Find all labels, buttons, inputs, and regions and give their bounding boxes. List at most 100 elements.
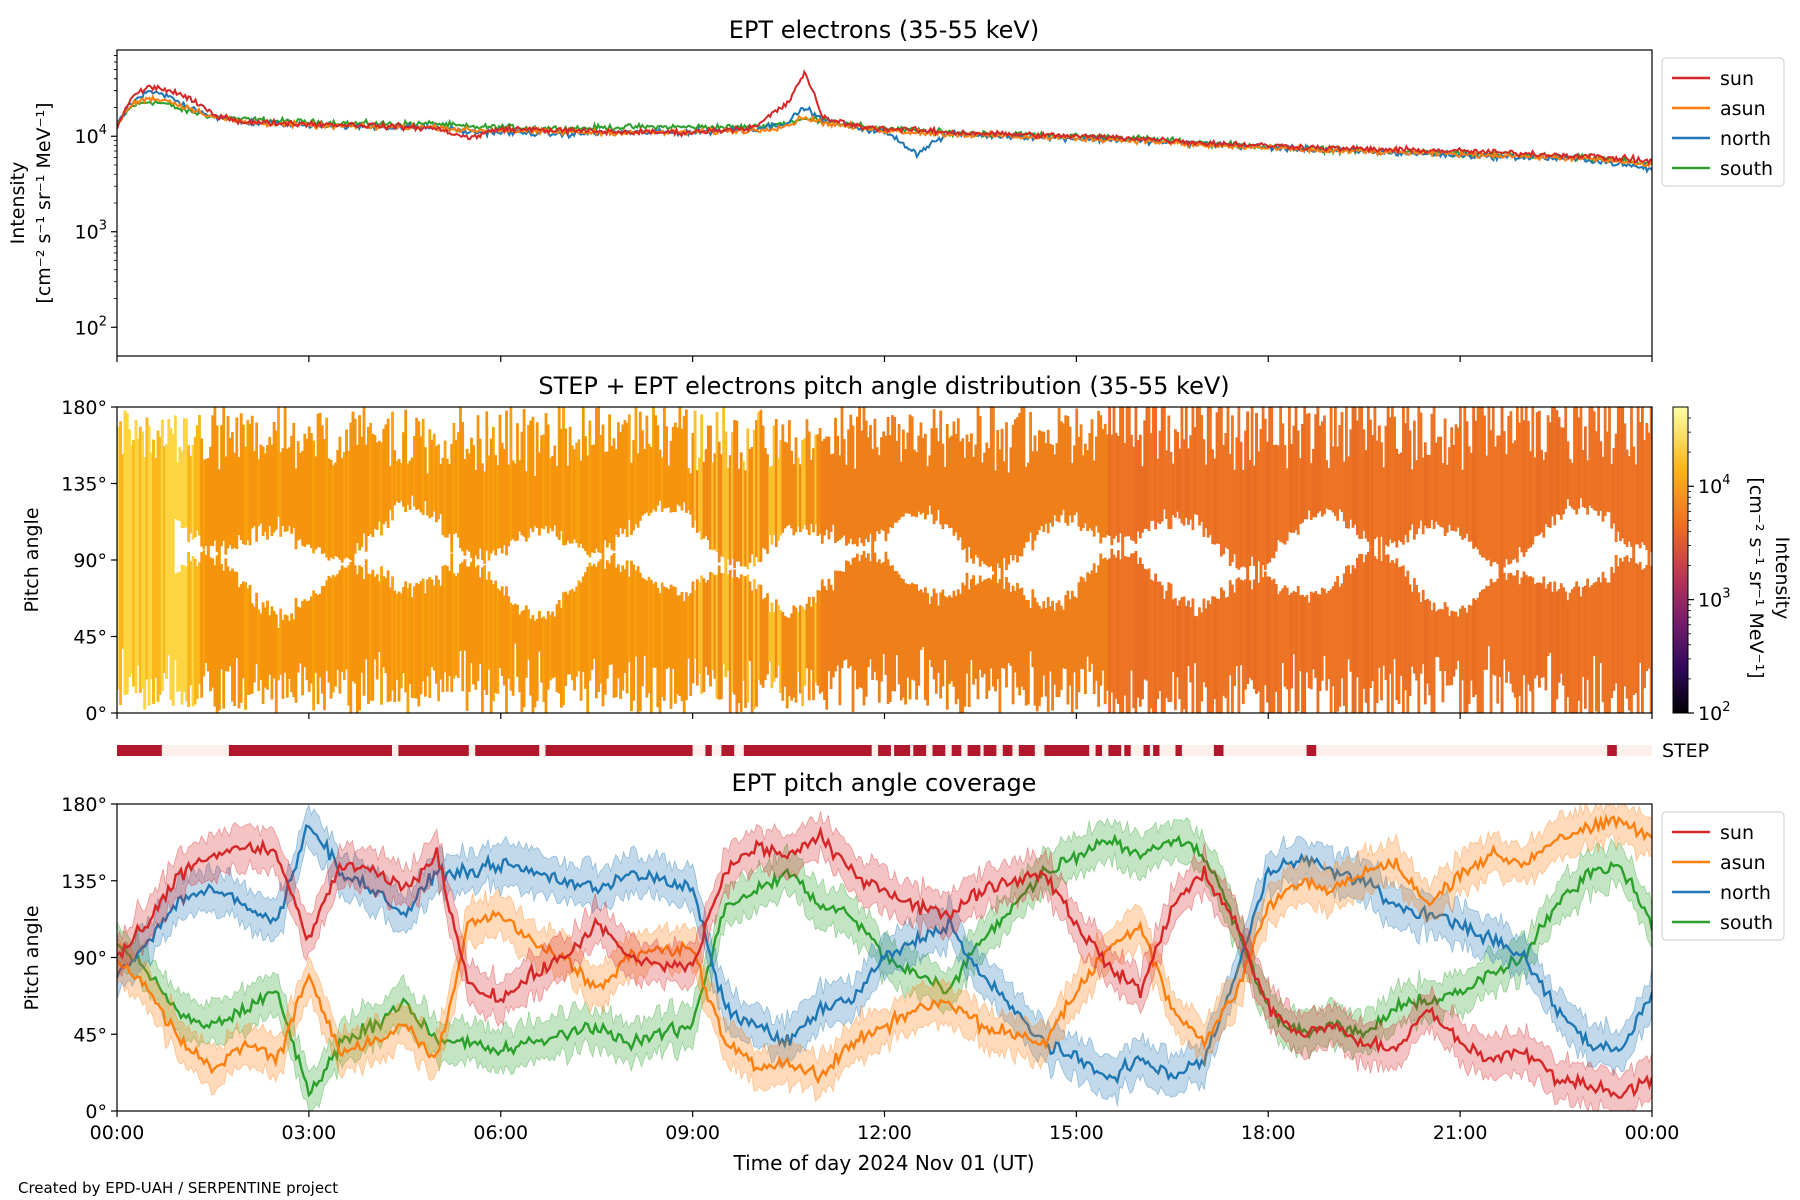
step-interval [878,745,891,756]
step-interval [475,745,540,756]
x-tick-label: 15:00 [1049,1122,1104,1144]
panel2-y-tick-label: 45° [73,627,107,649]
colorbar-label: Intensity [cm⁻² s⁻¹ sr⁻¹ MeV⁻¹] [1745,477,1793,678]
footer-credit: Created by EPD-UAH / SERPENTINE project [18,1179,338,1197]
panel2-y-tick-label: 180° [61,397,107,419]
colorbar-tick-label: 103 [1698,587,1730,612]
panel4-ylabel: Pitch angle [21,905,43,1010]
step-interval [1002,745,1013,756]
step-interval [1018,745,1035,756]
panel4-y-tick-label: 45° [73,1024,107,1046]
panel1-line-sun [117,69,1652,166]
step-interval [967,745,981,756]
x-tick-label: 03:00 [281,1122,336,1144]
colorbar [1672,406,1689,714]
panel4-y-tick-label: 180° [61,794,107,816]
panel1-y-tick-label: 103 [75,219,107,244]
panel4-band-south [117,817,1652,1111]
step-interval [1213,745,1224,756]
step-interval [1108,745,1122,756]
step-interval [117,745,162,756]
panel1-y-tick-label: 104 [75,123,107,148]
x-tick-label: 21:00 [1433,1122,1488,1144]
step-interval [1143,745,1150,756]
panel4-y-tick-label: 135° [61,871,107,893]
panel2-y-tick-label: 135° [61,474,107,496]
x-tick-label: 12:00 [857,1122,912,1144]
step-interval [1306,745,1317,756]
panel4-y-ticks: 0° 45° 90° 135° 180° [61,794,117,1123]
step-interval [705,745,712,756]
panel2-heatmap [117,407,1652,713]
panel4-band-asun [117,804,1652,1103]
x-tick-label: 18:00 [1241,1122,1296,1144]
step-interval [1607,745,1617,756]
x-tick-label: 00:00 [90,1122,145,1144]
panel4-series [117,804,1652,1111]
step-interval [913,745,927,756]
panel1-legend: sun asun north south [1661,57,1785,187]
step-interval [1095,745,1102,756]
colorbar-tick-label: 104 [1698,473,1730,498]
panel2-x-ticks [116,713,1653,719]
panel4-legend-box [1661,811,1785,941]
panel4-y-tick-label: 0° [85,1101,107,1123]
x-tick-label: 00:00 [1625,1122,1680,1144]
step-interval [545,745,693,756]
panel4-y-tick-label: 90° [73,948,107,970]
step-label: STEP [1662,740,1709,762]
panel1-series [117,69,1652,174]
step-interval [894,745,911,756]
colorbar-label-line2: [cm⁻² s⁻¹ sr⁻¹ MeV⁻¹] [1745,477,1767,678]
panel1-legend-label-north: north [1720,128,1771,150]
panel1-ylabel: Intensity [cm⁻² s⁻¹ sr⁻¹ MeV⁻¹] [7,102,55,303]
panel1-ylabel-line1: Intensity [7,162,29,245]
colorbar-tick-label: 102 [1698,700,1730,725]
panel2-ylabel: Pitch angle [21,507,43,612]
panel4-line-sun [117,825,1652,1099]
step-interval [951,745,962,756]
panel2-y-tick-label: 90° [73,550,107,572]
panel1-title: EPT electrons (35-55 keV) [729,16,1039,44]
panel4-legend-label-north: north [1720,882,1771,904]
step-strip-bars [117,745,1617,756]
panel4-band-sun [117,811,1652,1111]
step-interval [743,745,872,756]
step-interval [1124,745,1131,756]
panel4-line-north [117,824,1652,1085]
panel1-line-asun [117,93,1652,168]
panel1-legend-label-asun: asun [1720,98,1766,120]
step-interval [932,745,946,756]
panel1-legend-label-sun: sun [1720,68,1754,90]
x-axis-label: Time of day 2024 Nov 01 (UT) [733,1151,1035,1175]
panel1-frame [116,49,1653,357]
panel1-y-tick-label: 102 [75,314,107,339]
panel4-x-ticks: 00:00 03:00 06:00 09:00 12:00 15:00 18:00 21:00… [90,1111,1680,1144]
x-tick-label: 09:00 [665,1122,720,1144]
panel1-legend-label-south: south [1720,158,1773,180]
panel4-legend-label-sun: sun [1720,822,1754,844]
step-interval [228,745,392,756]
colorbar-label-line1: Intensity [1771,537,1793,620]
panel4-line-asun [117,813,1652,1085]
panel4-legend-label-south: south [1720,912,1773,934]
panel4-title: EPT pitch angle coverage [732,769,1037,797]
panel2-y-ticks: 0° 45° 90° 135° 180° [61,397,117,725]
panel4-legend-label-asun: asun [1720,852,1766,874]
step-interval [398,745,469,756]
panel4-legend: sun asun north south [1661,811,1785,941]
step-interval [1044,745,1090,756]
step-interval [1153,745,1160,756]
panel1-legend-box [1661,57,1785,187]
panel1-y-ticks: 102 103 104 [75,55,117,339]
step-interval [1175,745,1182,756]
x-tick-label: 06:00 [473,1122,528,1144]
step-interval [721,745,735,756]
colorbar-ticks: 102 103 104 [1688,417,1730,725]
panel2-y-tick-label: 0° [85,703,107,725]
panel1-x-ticks [116,356,1653,362]
step-interval [983,745,997,756]
panel1-ylabel-line2: [cm⁻² s⁻¹ sr⁻¹ MeV⁻¹] [33,102,55,303]
panel2-title: STEP + EPT electrons pitch angle distrib… [538,372,1229,400]
